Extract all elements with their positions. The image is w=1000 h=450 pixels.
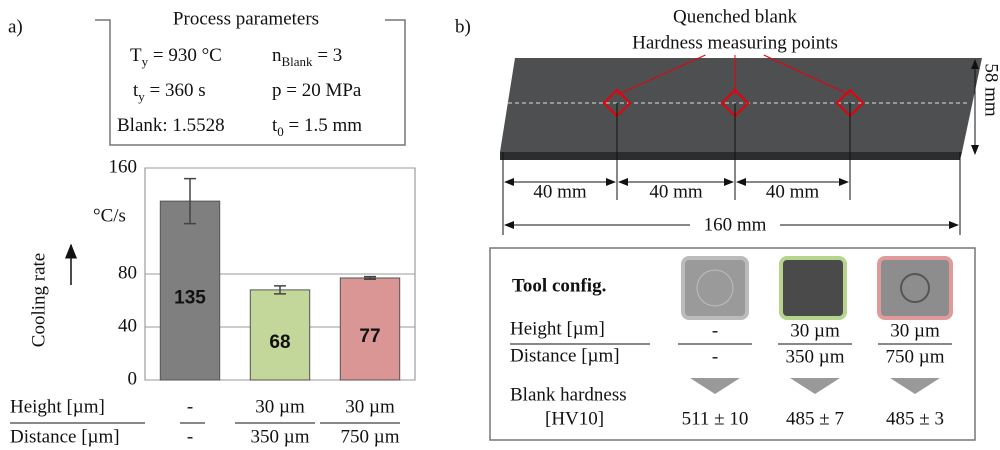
param-sub: 0 xyxy=(277,124,284,139)
value-label: 77 xyxy=(359,326,380,347)
hardness-label: [HV10] xyxy=(545,408,604,429)
blank xyxy=(500,58,982,152)
panel-label: b) xyxy=(455,16,471,37)
hardness-value: 485 ± 7 xyxy=(786,408,844,429)
y-tick-label: 40 xyxy=(118,315,137,336)
param: ty = 360 s xyxy=(133,80,206,104)
cell: 750 µm xyxy=(886,346,945,367)
param: Ty = 930 °C xyxy=(130,45,222,69)
param: Blank: 1.5528 xyxy=(117,115,225,136)
flow-arrow xyxy=(890,378,940,394)
pointer-line xyxy=(616,54,706,96)
row-cell: 750 µm xyxy=(341,426,400,447)
value-label: 135 xyxy=(174,288,206,309)
cell: - xyxy=(712,346,718,367)
y-axis-label: Cooling rate xyxy=(28,253,49,347)
points-title: Hardness measuring points xyxy=(632,32,838,53)
dimension-label: 40 mm xyxy=(766,181,820,202)
blank-title: Quenched blank xyxy=(673,6,797,27)
y-tick-label: 0 xyxy=(128,368,138,389)
cell: 350 µm xyxy=(786,346,845,367)
cell: 30 µm xyxy=(790,320,840,341)
row-cell: 350 µm xyxy=(251,426,310,447)
cell: 30 µm xyxy=(890,320,940,341)
error-bar xyxy=(184,177,196,225)
tool-image xyxy=(696,269,734,307)
param-base: T xyxy=(130,45,142,66)
cell: - xyxy=(712,320,718,341)
dimension-label: 40 mm xyxy=(533,181,587,202)
bar xyxy=(339,277,401,381)
param-rest: = 930 °C xyxy=(148,45,222,66)
dimension-bg xyxy=(757,183,828,203)
row-cell: 30 µm xyxy=(345,396,395,417)
dimension-label: 160 mm xyxy=(704,214,767,235)
param-sub: y xyxy=(142,54,149,69)
hardness-label: Blank hardness xyxy=(510,384,627,405)
row-cell: - xyxy=(187,426,193,447)
row-label: Distance [µm] xyxy=(10,426,120,447)
dimension-bg xyxy=(690,214,780,236)
param-base: Blank: 1.5528 xyxy=(117,115,225,136)
dimension-bg xyxy=(525,183,595,203)
row-cell: 30 µm xyxy=(255,396,305,417)
param-sub: y xyxy=(138,89,145,104)
param-base: t xyxy=(133,80,139,101)
dimension-label: 58 mm xyxy=(981,63,1000,117)
y-unit: °C/s xyxy=(93,205,126,226)
tool-image xyxy=(900,273,930,303)
tool-image xyxy=(681,256,749,320)
y-tick-label: 80 xyxy=(118,262,137,283)
tool-image xyxy=(877,256,953,320)
row-cell: - xyxy=(187,396,193,417)
row-label: Distance [µm] xyxy=(510,345,620,366)
param-base: p = 20 MPa xyxy=(272,80,362,101)
dimension-bg xyxy=(641,183,711,203)
dimension-label: 40 mm xyxy=(649,181,703,202)
error-bar xyxy=(364,275,376,281)
param: t0 = 1.5 mm xyxy=(272,115,362,139)
blank-edge xyxy=(500,152,962,160)
param-rest: = 360 s xyxy=(145,80,206,101)
row-label: Height [µm] xyxy=(510,318,605,339)
param-sub: Blank xyxy=(282,54,314,69)
table-title: Tool config. xyxy=(512,275,606,296)
param: p = 20 MPa xyxy=(272,80,362,101)
param-rest: = 3 xyxy=(313,45,343,66)
params-box xyxy=(95,19,406,146)
tool-image xyxy=(779,256,847,320)
param-rest: = 1.5 mm xyxy=(284,115,362,136)
error-bar xyxy=(274,285,286,295)
params-title: Process parameters xyxy=(173,8,319,29)
flow-arrow xyxy=(690,378,740,394)
y-tick-label: 160 xyxy=(109,156,138,177)
value-label: 68 xyxy=(269,332,290,353)
panel-label: a) xyxy=(8,16,23,37)
param-base: t xyxy=(272,115,278,136)
pointer-line xyxy=(763,54,851,96)
hardness-value: 511 ± 10 xyxy=(682,408,749,429)
bar xyxy=(159,200,221,381)
param: nBlank = 3 xyxy=(272,45,342,69)
row-label: Height [µm] xyxy=(10,396,105,417)
tool-table-box xyxy=(489,247,976,441)
bar xyxy=(249,289,311,381)
flow-arrow xyxy=(790,378,840,394)
hardness-value: 485 ± 3 xyxy=(886,408,944,429)
param-base: n xyxy=(272,45,282,66)
